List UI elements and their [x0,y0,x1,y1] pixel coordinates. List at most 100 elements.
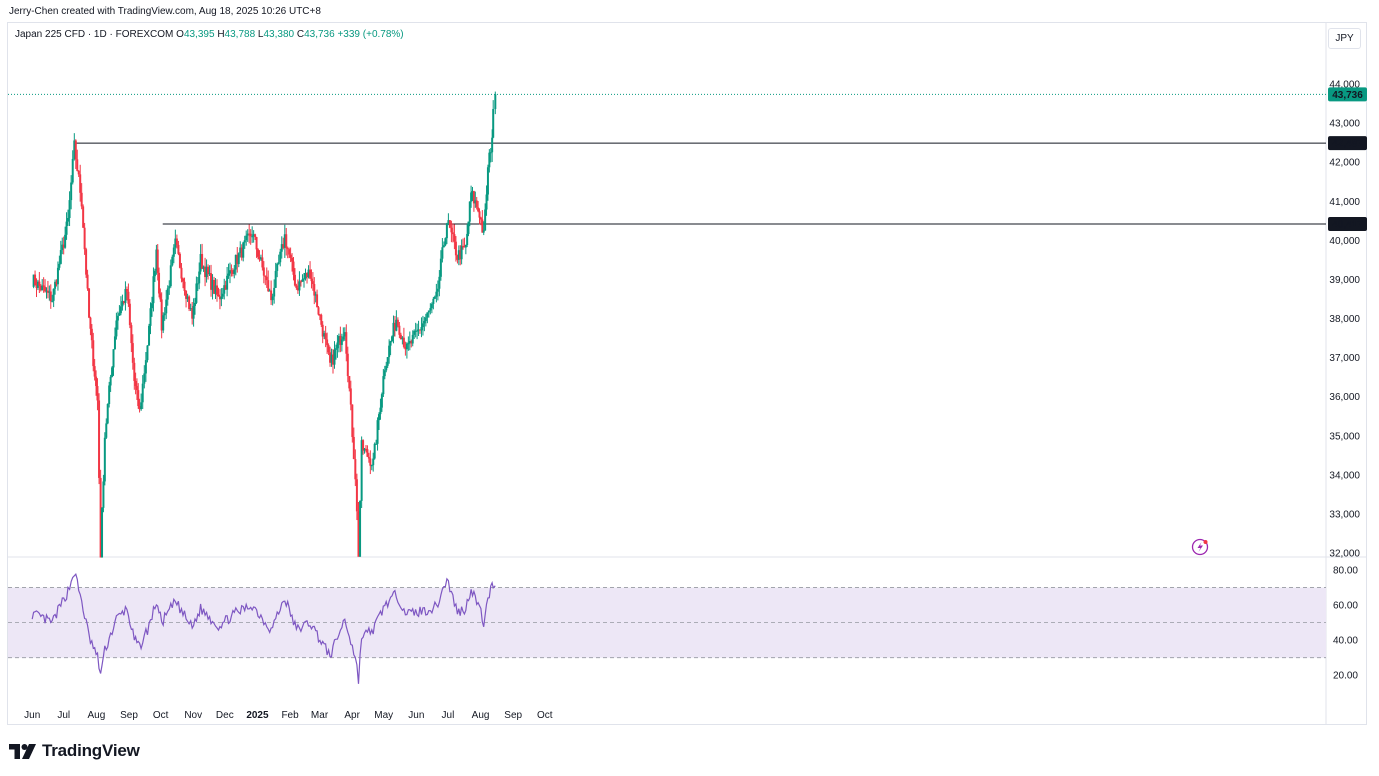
candle-body [423,320,426,324]
candle-body [267,280,270,292]
time-tick-label: Dec [216,710,234,721]
candle-body [299,281,302,283]
candle-body [131,343,134,363]
candle-body [286,248,289,250]
candle-body [108,385,111,404]
candle-body [442,245,445,248]
candle-body [140,402,143,410]
candle-body [419,329,422,331]
brand-name: TradingView [42,741,140,760]
candle-body [265,276,268,281]
rsi-tick-label: 80.00 [1333,566,1358,577]
candle-body [468,201,471,222]
candle-body [51,300,54,302]
price-tick-label: 41,000 [1329,197,1360,208]
time-tick-label: Apr [344,710,360,721]
candle-body [268,290,271,292]
candle-body [201,254,204,269]
time-tick-label: Jul [442,710,455,721]
candle-body [411,334,414,344]
candle-body [470,192,473,202]
candle-body [101,507,104,558]
candle-body [489,152,492,154]
candle-body [306,272,309,278]
candle-body [98,400,101,478]
open-label: O [176,29,184,40]
candle-body [48,291,51,293]
time-tick-label: Sep [504,710,522,721]
candle-body [89,317,92,329]
high-label: H [217,29,225,40]
candle-body [234,254,237,270]
candle-body [231,270,234,274]
candle-body [485,194,488,210]
candle-body [205,266,208,278]
candle-body [52,288,55,301]
candle-body [321,324,324,337]
candle-body [144,360,147,374]
candle-body [479,217,482,220]
candle-body [466,233,469,246]
candle-body [296,288,299,291]
currency-button[interactable]: JPY [1328,28,1361,49]
candle-body [456,255,459,260]
candle-body [376,420,379,444]
open-value: 43,395 [183,29,215,40]
candle-body [166,288,169,300]
candle-body [369,458,372,466]
candle-body [119,306,122,314]
candle-body [237,253,240,265]
candle-body [208,273,211,275]
candle-body [34,274,37,286]
candle-body [399,334,402,340]
candle-body [192,305,195,319]
candle-body [92,340,95,367]
time-tick-label: Aug [472,710,490,721]
candle-body [359,500,362,557]
candle-body [257,249,260,257]
candle-body [122,301,125,303]
candle-body [188,296,191,309]
candle-body [416,330,419,332]
candle-body [457,250,460,260]
candle-body [439,258,442,277]
candle-body [472,191,475,204]
candle-body [32,274,35,287]
time-tick-label: Feb [281,710,299,721]
candle-body [463,246,466,248]
candle-body [185,291,188,299]
price-tick-label: 44,000 [1329,80,1360,91]
candle-body [323,333,326,337]
candle-body [86,274,89,289]
candle-body [333,349,336,365]
candle-body [230,270,233,272]
candle-body [213,279,216,294]
time-tick-label: Jul [57,710,70,721]
candle-body [349,388,352,405]
candle-body [421,323,424,328]
candle-body [454,241,457,256]
candle-body [436,288,439,292]
candle-body [370,465,373,467]
candle-body [68,200,71,218]
candle-body [255,237,258,250]
level-price-tag [1328,136,1367,151]
tradingview-brand[interactable]: TradingView [9,741,140,761]
candle-body [340,339,343,345]
candle-body [189,308,192,310]
candle-body [165,299,168,314]
candle-body [156,249,159,273]
candle-body [383,370,386,377]
candle-body [375,443,378,445]
candle-body [141,383,144,403]
candle-body [128,303,131,326]
candle-body [481,219,484,233]
candle-body [71,158,74,183]
candle-body [248,233,251,235]
candle-body [438,276,441,289]
price-tick-label: 42,000 [1329,158,1360,169]
candle-body [233,269,236,274]
candle-body [130,325,133,344]
time-tick-label: May [374,710,393,721]
